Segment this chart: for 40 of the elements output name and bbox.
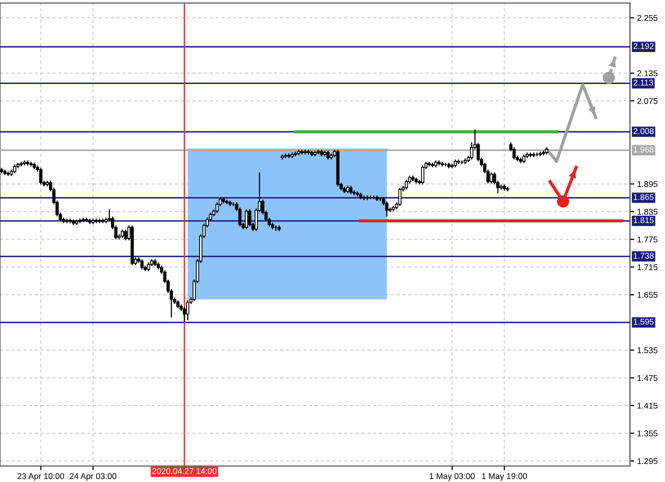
ref-line-label: 1.968 [634, 146, 654, 152]
candlestick [186, 300, 190, 321]
y-tick-label: 2.135 [637, 70, 658, 76]
candlestick [215, 202, 219, 214]
y-tick-label: 1.775 [638, 236, 658, 242]
x-tick-label: 2020.04.27 14:00 [152, 468, 217, 474]
candlestick [39, 167, 42, 185]
candlestick [385, 200, 388, 218]
candlestick [404, 179, 408, 190]
y-tick-label: 1.835 [638, 208, 658, 215]
candlestick [490, 172, 493, 184]
x-tick-label: 24 Apr 03:00 [70, 473, 116, 481]
x-tick-label: 1 May 03:00 [430, 473, 475, 481]
candlestick [421, 164, 424, 185]
ref-line-label: 2.008 [634, 128, 654, 134]
y-tick-label: 1.475 [638, 375, 658, 381]
ref-line-label: 2.192 [634, 43, 654, 50]
ref-line-label: 1.865 [634, 194, 654, 200]
candlestick [140, 258, 144, 270]
y-tick-label: 1.415 [638, 402, 658, 409]
y-tick-label: 2.255 [637, 14, 658, 21]
candlestick [248, 208, 252, 227]
candlestick [244, 208, 248, 230]
y-tick-label: 1.655 [638, 292, 658, 298]
candlestick [124, 229, 128, 241]
y-tick-label: 2.075 [637, 98, 658, 104]
y-tick-label: 1.355 [638, 430, 658, 436]
y-tick-label: 1.535 [638, 347, 658, 354]
ref-line-label: 2.113 [634, 80, 654, 86]
x-tick-label: 23 Apr 10:00 [18, 473, 64, 481]
y-tick-label: 1.715 [638, 264, 658, 270]
ref-line-label: 1.595 [634, 318, 654, 325]
candlestick [512, 146, 516, 160]
ref-line-label: 1.738 [634, 252, 654, 259]
candlestick [398, 187, 402, 207]
y-tick-label: 1.895 [638, 181, 658, 188]
candlestick [238, 206, 242, 227]
ref-line-label: 1.815 [634, 217, 654, 224]
x-tick-label: 1 May 19:00 [482, 473, 527, 481]
y-tick-label: 1.295 [638, 458, 658, 464]
